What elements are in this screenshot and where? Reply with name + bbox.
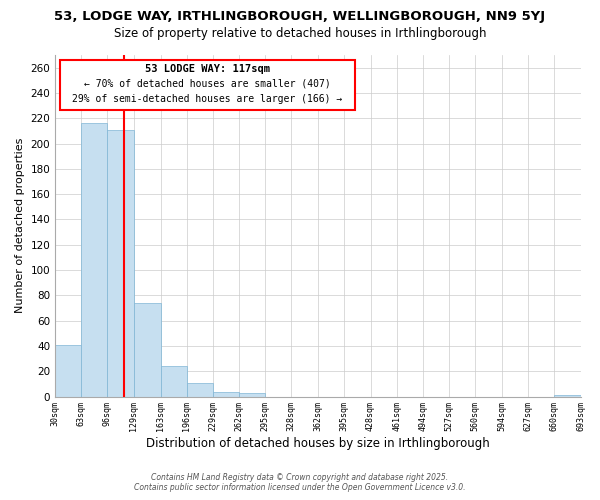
Bar xyxy=(107,130,134,396)
FancyBboxPatch shape xyxy=(61,60,355,110)
Bar xyxy=(161,366,187,396)
Y-axis label: Number of detached properties: Number of detached properties xyxy=(15,138,25,314)
Bar xyxy=(55,344,82,397)
Bar xyxy=(134,303,161,396)
Bar xyxy=(187,382,213,396)
Text: Size of property relative to detached houses in Irthlingborough: Size of property relative to detached ho… xyxy=(114,28,486,40)
Bar xyxy=(82,124,107,396)
Text: ← 70% of detached houses are smaller (407): ← 70% of detached houses are smaller (40… xyxy=(84,79,331,89)
Text: 53 LODGE WAY: 117sqm: 53 LODGE WAY: 117sqm xyxy=(145,64,270,74)
Bar xyxy=(239,393,265,396)
Bar xyxy=(213,392,239,396)
Text: 29% of semi-detached houses are larger (166) →: 29% of semi-detached houses are larger (… xyxy=(73,94,343,104)
Text: Contains HM Land Registry data © Crown copyright and database right 2025.
Contai: Contains HM Land Registry data © Crown c… xyxy=(134,473,466,492)
X-axis label: Distribution of detached houses by size in Irthlingborough: Distribution of detached houses by size … xyxy=(146,437,490,450)
Text: 53, LODGE WAY, IRTHLINGBOROUGH, WELLINGBOROUGH, NN9 5YJ: 53, LODGE WAY, IRTHLINGBOROUGH, WELLINGB… xyxy=(55,10,545,23)
